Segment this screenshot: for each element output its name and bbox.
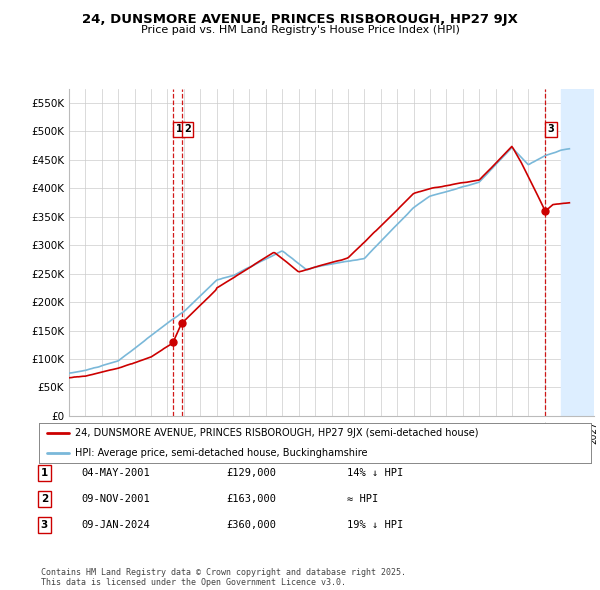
Text: 09-JAN-2024: 09-JAN-2024 <box>82 520 151 530</box>
Text: 19% ↓ HPI: 19% ↓ HPI <box>347 520 403 530</box>
Text: Contains HM Land Registry data © Crown copyright and database right 2025.
This d: Contains HM Land Registry data © Crown c… <box>41 568 406 587</box>
Text: 2: 2 <box>184 124 191 135</box>
Bar <box>561 88 600 416</box>
Text: 3: 3 <box>41 520 48 530</box>
Text: £129,000: £129,000 <box>227 468 277 478</box>
Text: £163,000: £163,000 <box>227 494 277 504</box>
Text: 1: 1 <box>41 468 48 478</box>
Text: 24, DUNSMORE AVENUE, PRINCES RISBOROUGH, HP27 9JX (semi-detached house): 24, DUNSMORE AVENUE, PRINCES RISBOROUGH,… <box>75 428 478 438</box>
Text: 3: 3 <box>548 124 554 135</box>
Bar <box>561 88 600 416</box>
Text: 24, DUNSMORE AVENUE, PRINCES RISBOROUGH, HP27 9JX: 24, DUNSMORE AVENUE, PRINCES RISBOROUGH,… <box>82 13 518 26</box>
Text: £360,000: £360,000 <box>227 520 277 530</box>
Text: 1: 1 <box>175 124 182 135</box>
Text: 2: 2 <box>41 494 48 504</box>
Text: HPI: Average price, semi-detached house, Buckinghamshire: HPI: Average price, semi-detached house,… <box>75 448 367 458</box>
Text: Price paid vs. HM Land Registry's House Price Index (HPI): Price paid vs. HM Land Registry's House … <box>140 25 460 35</box>
Text: 09-NOV-2001: 09-NOV-2001 <box>82 494 151 504</box>
Text: ≈ HPI: ≈ HPI <box>347 494 378 504</box>
Text: 04-MAY-2001: 04-MAY-2001 <box>82 468 151 478</box>
Text: 14% ↓ HPI: 14% ↓ HPI <box>347 468 403 478</box>
